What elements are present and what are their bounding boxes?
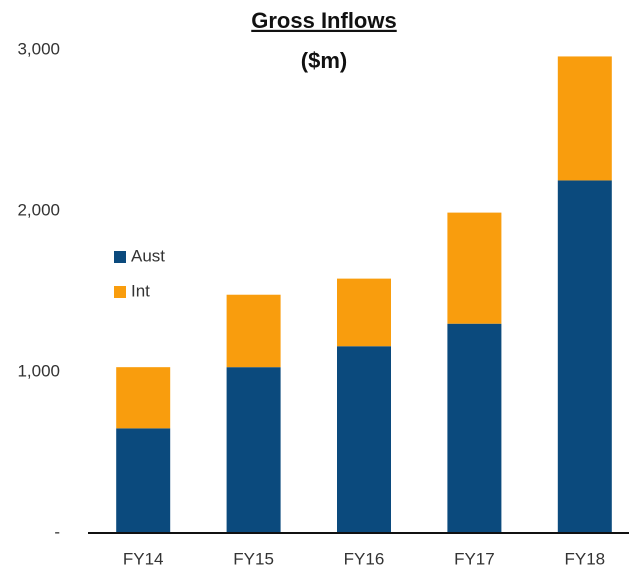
legend-label: Int bbox=[131, 281, 150, 300]
chart-title: Gross Inflows bbox=[251, 8, 396, 33]
y-tick-label: - bbox=[54, 522, 60, 541]
bar-segment bbox=[337, 278, 391, 347]
bar-segment bbox=[226, 294, 281, 368]
x-tick-label: FY14 bbox=[123, 549, 164, 568]
x-tick-label: FY18 bbox=[564, 549, 605, 568]
bar-segment bbox=[226, 367, 281, 533]
bar-segment bbox=[557, 180, 612, 533]
x-tick-label: FY16 bbox=[344, 549, 385, 568]
y-tick-label: 3,000 bbox=[17, 39, 60, 58]
x-tick-label: FY15 bbox=[233, 549, 274, 568]
legend-swatch bbox=[114, 251, 126, 263]
legend-swatch bbox=[114, 286, 126, 298]
bar-segment bbox=[116, 367, 171, 429]
bar-segment bbox=[116, 428, 171, 533]
legend-label: Aust bbox=[131, 246, 165, 265]
x-tick-label: FY17 bbox=[454, 549, 495, 568]
bar-segment bbox=[557, 56, 612, 181]
chart-subtitle: ($m) bbox=[301, 48, 347, 73]
bar-segment bbox=[337, 346, 391, 533]
y-tick-label: 2,000 bbox=[17, 200, 60, 219]
bar-segment bbox=[447, 212, 502, 324]
bar-segment bbox=[447, 323, 502, 533]
y-tick-label: 1,000 bbox=[17, 361, 60, 380]
